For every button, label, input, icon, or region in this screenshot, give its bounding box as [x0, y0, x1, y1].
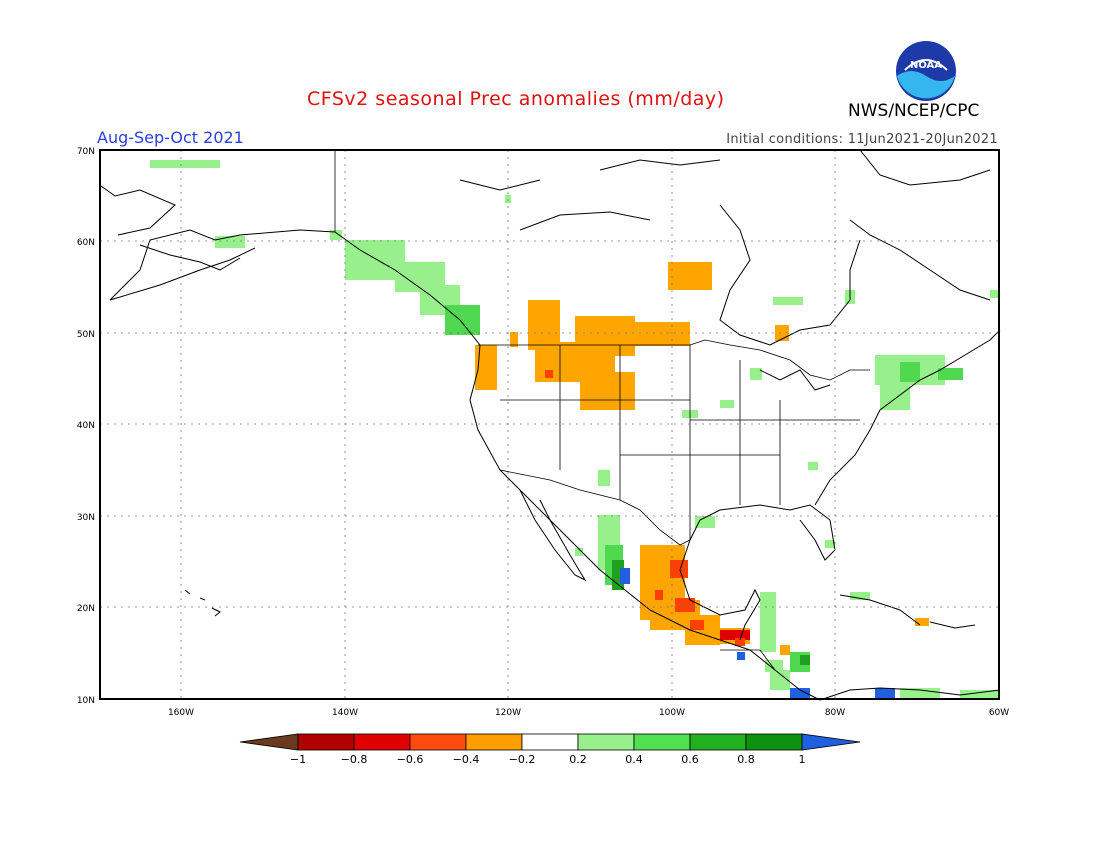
colorbar-segment — [521, 733, 579, 751]
latitude-label: 40N — [77, 421, 95, 431]
latitude-label: 70N — [77, 147, 95, 157]
colorbar-label: −0.4 — [453, 753, 480, 766]
anomaly-cell — [215, 236, 245, 248]
anomaly-cell — [825, 540, 835, 548]
anomaly-cell — [720, 630, 750, 640]
anomaly-cell — [635, 322, 690, 346]
colorbar-label: −0.6 — [397, 753, 424, 766]
anomaly-cell — [800, 655, 810, 665]
agency-label: NWS/NCEP/CPC — [848, 101, 980, 121]
anomaly-cell — [330, 230, 342, 240]
anomaly-cell — [668, 262, 712, 290]
anomaly-cell — [735, 638, 745, 646]
gridlines — [100, 150, 999, 699]
longitude-label: 100W — [659, 708, 685, 718]
longitude-labels: 160W 140W 120W 100W 80W 60W — [168, 708, 1009, 718]
anomaly-cell — [990, 290, 1000, 298]
anomaly-cell — [790, 688, 810, 700]
longitude-label: 60W — [989, 708, 1009, 718]
anomaly-cell — [938, 368, 963, 380]
logo-text: NOAA — [910, 60, 942, 71]
colorbar-left-arrow — [239, 733, 299, 751]
colorbar-label: 1 — [799, 753, 806, 766]
latitude-labels: 70N 60N 50N 40N 30N 20N 10N — [77, 147, 95, 706]
anomaly-cell — [150, 160, 220, 168]
anomaly-cell — [737, 652, 745, 660]
latitude-label: 30N — [77, 513, 95, 523]
season-label: Aug-Sep-Oct 2021 — [97, 128, 244, 147]
longitude-label: 160W — [168, 708, 194, 718]
colorbar-label: 0.4 — [625, 753, 643, 766]
colorbar-label: −0.2 — [509, 753, 536, 766]
noaa-logo: NOAA — [896, 41, 956, 101]
anomaly-cell — [545, 370, 553, 378]
longitude-label: 80W — [825, 708, 845, 718]
colorbar-segment — [577, 733, 635, 751]
longitude-label: 120W — [495, 708, 521, 718]
borders — [334, 150, 870, 671]
colorbar-segment — [465, 733, 523, 751]
anomaly-cell — [880, 380, 910, 410]
anomaly-cell — [850, 592, 870, 600]
anomaly-cell — [598, 470, 610, 486]
colorbar-label: −0.8 — [341, 753, 368, 766]
map-title: CFSv2 seasonal Prec anomalies (mm/day) — [307, 88, 725, 110]
anomaly-cell — [773, 297, 803, 305]
anomaly-cell — [445, 305, 480, 335]
map-frame — [99, 149, 1000, 700]
colorbar: −1 −0.8 −0.6 −0.4 −0.2 0.2 0.4 0.6 0.8 1 — [239, 733, 861, 766]
anomaly-cell — [675, 598, 695, 612]
colorbar-label: 0.8 — [737, 753, 755, 766]
anomaly-cell — [580, 372, 635, 410]
anomaly-cell — [655, 590, 663, 600]
colorbar-label: 0.6 — [681, 753, 699, 766]
longitude-label: 140W — [332, 708, 358, 718]
colorbar-segment — [689, 733, 747, 751]
anomaly-cell — [510, 332, 518, 347]
latitude-label: 50N — [77, 330, 95, 340]
anomaly-cell — [770, 670, 790, 690]
colorbar-segment — [633, 733, 691, 751]
anomaly-cell — [915, 618, 929, 626]
coastlines — [100, 149, 1001, 701]
anomaly-cell — [695, 516, 715, 528]
latitude-label: 10N — [77, 696, 95, 706]
colorbar-segment — [353, 733, 411, 751]
anomaly-cell — [808, 462, 818, 470]
latitude-label: 60N — [77, 238, 95, 248]
anomaly-cell — [875, 688, 895, 700]
anomaly-cell — [750, 368, 762, 380]
colorbar-label: −1 — [290, 753, 306, 766]
anomaly-cell — [620, 568, 630, 584]
anomaly-cell — [960, 690, 998, 700]
anomaly-cell — [575, 548, 583, 556]
latitude-label: 20N — [77, 604, 95, 614]
anomaly-cell — [720, 400, 734, 408]
anomaly-cell — [760, 592, 776, 652]
anomaly-cell — [475, 345, 497, 390]
colorbar-right-arrow — [801, 733, 861, 751]
colorbar-segment — [745, 733, 803, 751]
anomaly-cell — [780, 645, 790, 655]
anomaly-cell — [900, 362, 920, 382]
colorbar-label: 0.2 — [569, 753, 587, 766]
anomaly-cell — [528, 300, 560, 350]
anomaly-cell — [690, 620, 704, 630]
colorbar-segment — [297, 733, 355, 751]
initial-conditions-label: Initial conditions: 11Jun2021-20Jun2021 — [726, 132, 998, 147]
colorbar-segment — [409, 733, 467, 751]
anomaly-cell — [670, 560, 688, 578]
anomaly-cells — [150, 160, 1000, 700]
